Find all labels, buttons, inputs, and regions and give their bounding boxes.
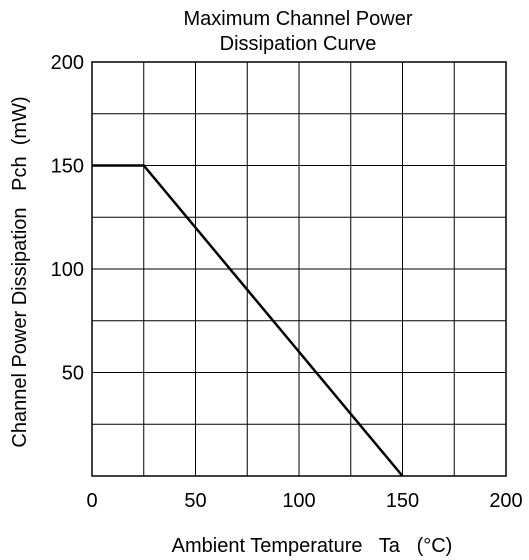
tick-labels: 0 50 100 150 200 50 100 150 200 — [51, 52, 523, 512]
series-layer — [92, 164, 404, 477]
x-tick-label-50: 50 — [184, 490, 206, 512]
y-axis-label: Channel Power Dissipation Pch (mW) — [9, 96, 31, 447]
chart-title-line-1: Maximum Channel Power — [184, 8, 413, 30]
chart-title-line-2: Dissipation Curve — [220, 33, 377, 55]
y-tick-label-200: 200 — [51, 52, 84, 74]
x-tick-label-200: 200 — [489, 490, 522, 512]
x-tick-label-0: 0 — [86, 490, 97, 512]
y-tick-label-50: 50 — [62, 363, 84, 385]
y-tick-label-150: 150 — [51, 156, 84, 178]
x-tick-label-150: 150 — [386, 490, 419, 512]
x-tick-label-100: 100 — [282, 490, 315, 512]
plot-frame — [91, 61, 507, 477]
grid — [92, 62, 506, 476]
y-tick-label-100: 100 — [51, 259, 84, 281]
plot-border — [91, 61, 507, 477]
x-axis-label: Ambient Temperature Ta (°C) — [172, 535, 453, 557]
series-line-0 — [92, 164, 404, 477]
